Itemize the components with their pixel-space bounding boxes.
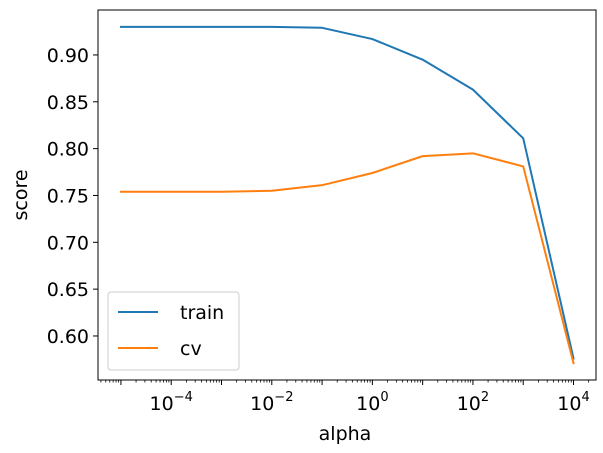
- y-tick-label: 0.75: [47, 185, 89, 207]
- x-tick-label: 10−4: [150, 390, 193, 415]
- y-tick-label: 0.65: [47, 279, 89, 301]
- legend-label-cv: cv: [180, 338, 202, 360]
- y-tick-label: 0.85: [47, 92, 89, 114]
- x-tick-label: 104: [557, 390, 589, 415]
- x-tick-label: 10−2: [250, 390, 293, 415]
- x-tick-label: 100: [356, 390, 388, 415]
- series-line-cv: [119, 152, 575, 365]
- y-tick-label: 0.70: [47, 232, 89, 254]
- y-tick-label: 0.90: [47, 45, 89, 67]
- x-tick-label: 102: [457, 390, 489, 415]
- legend-label-train: train: [180, 302, 224, 324]
- series-line-train: [119, 25, 575, 360]
- y-axis-label: score: [10, 169, 32, 220]
- y-tick-label: 0.60: [47, 326, 89, 348]
- x-axis-label: alpha: [319, 423, 372, 445]
- y-tick-label: 0.80: [47, 139, 89, 161]
